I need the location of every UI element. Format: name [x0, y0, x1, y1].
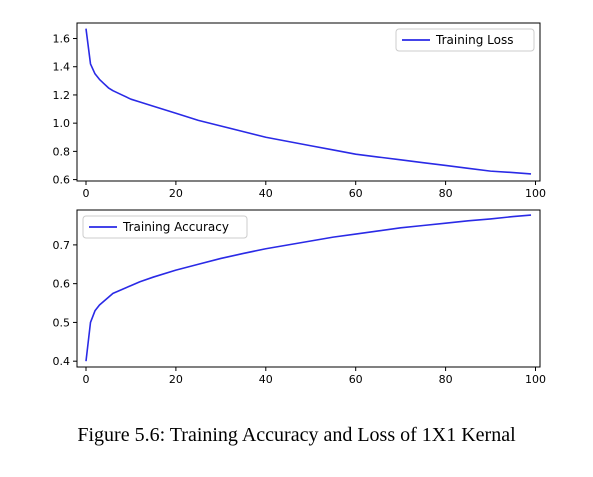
loss-legend-label: Training Loss	[435, 33, 513, 47]
charts-figure: 0 20 40 60 80 100 0.6 0.8 1.0 1.2 1.4 1.6 Training L…	[53, 22, 546, 386]
accuracy-legend-label: Training Accuracy	[122, 220, 229, 234]
loss-y-tick-label: 1.0	[53, 117, 71, 130]
accuracy-y-tick-label: 0.5	[53, 316, 71, 329]
loss-x-tick-label: 20	[169, 187, 183, 200]
accuracy-x-tick-label: 80	[439, 373, 453, 386]
accuracy-x-tick-label: 100	[525, 373, 546, 386]
loss-y-tick-label: 1.2	[53, 89, 71, 102]
loss-legend: Training Loss	[395, 28, 535, 52]
loss-y-tick-label: 0.8	[53, 145, 71, 158]
accuracy-y-tick-label: 0.6	[53, 278, 71, 291]
loss-y-tick-label: 1.6	[53, 33, 71, 46]
loss-x-tick-label: 0	[82, 187, 89, 200]
accuracy-x-tick-label: 0	[82, 373, 89, 386]
accuracy-series-line	[85, 214, 532, 362]
loss-legend-box	[395, 28, 535, 52]
loss-x-tick-label: 60	[349, 187, 363, 200]
loss-axes-frame	[76, 22, 541, 182]
figure-caption: Figure 5.6: Training Accuracy and Loss o…	[77, 424, 516, 446]
accuracy-y-tick-label: 0.7	[53, 239, 71, 252]
loss-x-tick-label: 40	[259, 187, 273, 200]
loss-y-tick-label: 0.6	[53, 174, 71, 187]
loss-y-tick-label: 1.4	[53, 61, 71, 74]
loss-x-tick-label: 80	[439, 187, 453, 200]
accuracy-y-tick-label: 0.4	[53, 355, 71, 368]
loss-series-line	[85, 28, 532, 175]
loss-chart-panel: 0 20 40 60 80 100 0.6 0.8 1.0 1.2 1.4 1.6 Training L…	[53, 22, 546, 200]
accuracy-legend: Training Accuracy	[82, 215, 248, 239]
loss-x-tick-label: 100	[525, 187, 546, 200]
accuracy-legend-box	[82, 215, 248, 239]
accuracy-x-tick-label: 60	[349, 373, 363, 386]
accuracy-x-tick-label: 40	[259, 373, 273, 386]
accuracy-x-tick-label: 20	[169, 373, 183, 386]
accuracy-chart-panel: 0 20 40 60 80 100 0.4 0.5 0.6 0.7 Training Accurac…	[53, 209, 546, 386]
accuracy-axes-frame	[76, 209, 541, 368]
